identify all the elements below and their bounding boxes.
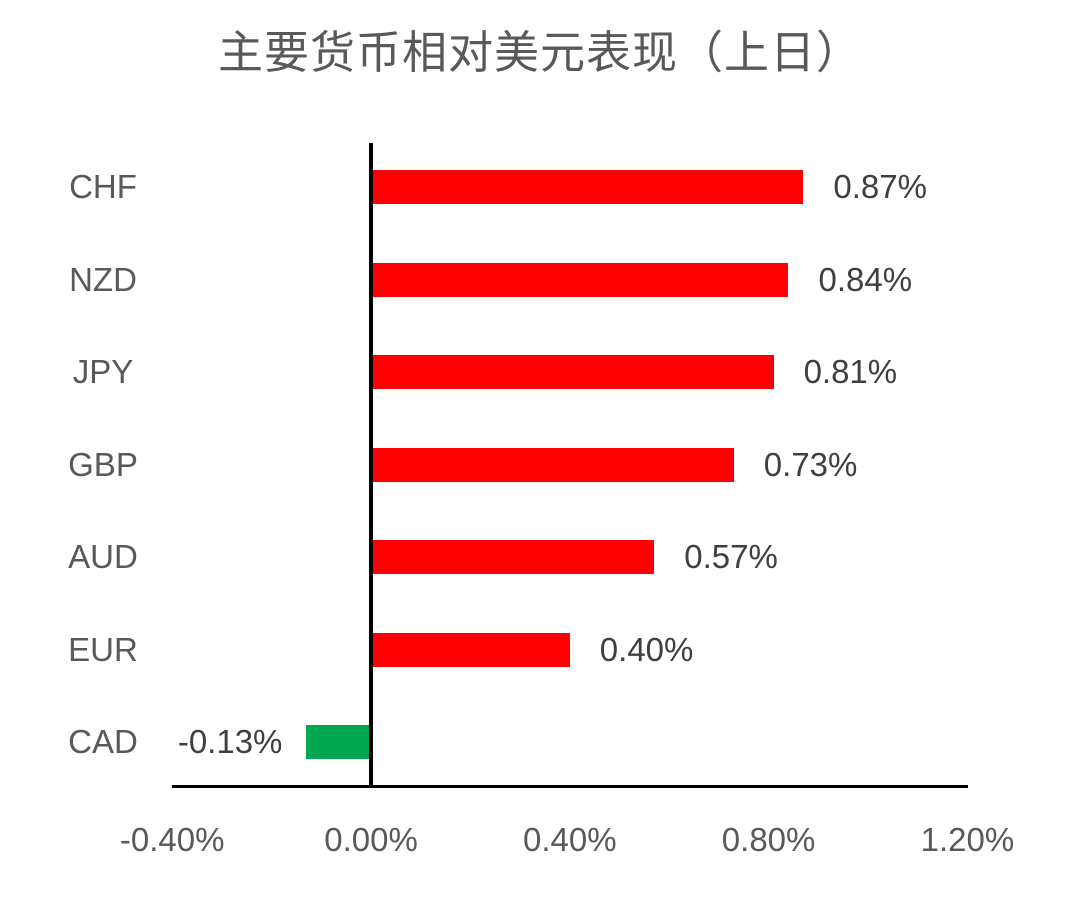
bar-aud	[371, 540, 655, 574]
value-label-gbp: 0.73%	[763, 445, 858, 483]
value-label-aud: 0.57%	[684, 538, 778, 575]
x-axis-tick-label: -0.40%	[119, 821, 225, 858]
category-label-chf: CHF	[69, 168, 137, 205]
chart-title: 主要货币相对美元表现（上日）	[217, 26, 862, 79]
value-label-eur: 0.40%	[599, 630, 694, 668]
x-axis-tick-label: 0.00%	[324, 821, 418, 858]
value-label-chf: 0.87%	[833, 168, 927, 205]
bar-gbp	[371, 447, 734, 482]
category-label-jpy: JPY	[72, 353, 134, 390]
category-label-nzd: NZD	[69, 260, 137, 298]
x-axis-tick-label: 0.40%	[523, 821, 617, 858]
x-axis-tick-label: 0.80%	[721, 821, 816, 858]
value-label-jpy: 0.81%	[803, 353, 898, 390]
bar-nzd	[371, 262, 789, 297]
category-label-cad: CAD	[68, 723, 138, 760]
x-axis-line	[172, 785, 968, 788]
value-label-nzd: 0.84%	[818, 260, 913, 298]
category-label-eur: EUR	[68, 630, 138, 668]
value-label-cad: -0.13%	[177, 723, 283, 760]
x-axis-tick-label: 1.20%	[920, 821, 1015, 858]
bar-jpy	[371, 355, 774, 389]
y-axis-zero-baseline	[369, 143, 373, 788]
category-label-gbp: GBP	[68, 445, 138, 483]
bar-chf	[371, 170, 804, 204]
bar-eur	[371, 632, 570, 667]
category-label-aud: AUD	[68, 538, 138, 575]
bar-cad	[306, 725, 371, 759]
